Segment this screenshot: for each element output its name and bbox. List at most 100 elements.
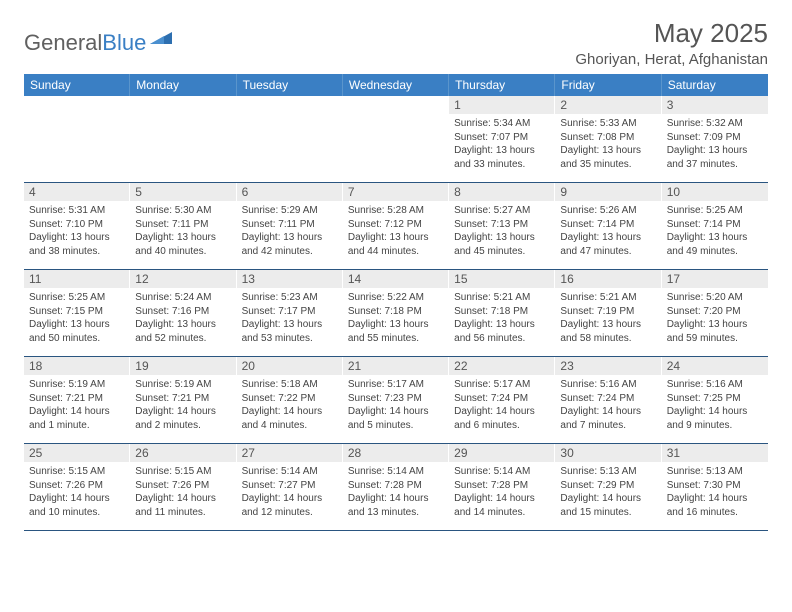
calendar-grid: Sunday Monday Tuesday Wednesday Thursday…	[24, 74, 768, 531]
daylight-text: Daylight: 13 hours and 40 minutes.	[135, 231, 231, 258]
sunset-text: Sunset: 7:23 PM	[348, 392, 444, 406]
week-row: 11Sunrise: 5:25 AMSunset: 7:15 PMDayligh…	[24, 270, 768, 357]
sunrise-text: Sunrise: 5:30 AM	[135, 204, 231, 218]
logo-text-blue: Blue	[102, 30, 146, 56]
day-number: 31	[662, 444, 768, 462]
sunrise-text: Sunrise: 5:22 AM	[348, 291, 444, 305]
sunrise-text: Sunrise: 5:13 AM	[560, 465, 656, 479]
sunrise-text: Sunrise: 5:34 AM	[454, 117, 550, 131]
day-number: 18	[24, 357, 130, 375]
sunset-text: Sunset: 7:26 PM	[29, 479, 125, 493]
day-cell: 30 Sunrise: 5:13 AMSunset: 7:29 PMDayligh…	[555, 444, 661, 530]
title-block: May 2025 Ghoriyan, Herat, Afghanistan	[575, 18, 768, 68]
sunrise-text: Sunrise: 5:20 AM	[667, 291, 763, 305]
sunrise-text: Sunrise: 5:18 AM	[242, 378, 338, 392]
day-content: Sunrise: 5:19 AMSunset: 7:21 PMDaylight:…	[24, 375, 130, 436]
day-cell: 5Sunrise: 5:30 AMSunset: 7:11 PMDaylight…	[130, 183, 236, 269]
daylight-text: Daylight: 13 hours and 38 minutes.	[29, 231, 125, 258]
day-content: Sunrise: 5:29 AMSunset: 7:11 PMDaylight:…	[237, 201, 343, 262]
daylight-text: Daylight: 14 hours and 5 minutes.	[348, 405, 444, 432]
day-cell: 3 Sunrise: 5:32 AMSunset: 7:09 PMDaylight…	[662, 96, 768, 182]
sunset-text: Sunset: 7:09 PM	[667, 131, 763, 145]
day-content: Sunrise: 5:24 AMSunset: 7:16 PMDaylight:…	[130, 288, 236, 349]
sunrise-text: Sunrise: 5:27 AM	[454, 204, 550, 218]
day-number: 22	[449, 357, 555, 375]
day-content: Sunrise: 5:33 AMSunset: 7:08 PMDaylight:…	[555, 114, 661, 175]
daylight-text: Daylight: 13 hours and 37 minutes.	[667, 144, 763, 171]
sunset-text: Sunset: 7:14 PM	[560, 218, 656, 232]
weekday-friday: Friday	[555, 74, 661, 96]
day-cell: 26Sunrise: 5:15 AMSunset: 7:26 PMDayligh…	[130, 444, 236, 530]
sunrise-text: Sunrise: 5:17 AM	[348, 378, 444, 392]
day-number: 5	[130, 183, 236, 201]
day-cell: 7Sunrise: 5:28 AMSunset: 7:12 PMDaylight…	[343, 183, 449, 269]
weekday-monday: Monday	[130, 74, 236, 96]
day-content: Sunrise: 5:31 AMSunset: 7:10 PMDaylight:…	[24, 201, 130, 262]
day-number: 15	[449, 270, 555, 288]
day-cell: 1Sunrise: 5:34 AMSunset: 7:07 PMDaylight…	[449, 96, 555, 182]
daylight-text: Daylight: 13 hours and 50 minutes.	[29, 318, 125, 345]
sunrise-text: Sunrise: 5:15 AM	[29, 465, 125, 479]
sunset-text: Sunset: 7:29 PM	[560, 479, 656, 493]
sunrise-text: Sunrise: 5:25 AM	[29, 291, 125, 305]
day-number: 28	[343, 444, 449, 462]
daylight-text: Daylight: 14 hours and 15 minutes.	[560, 492, 656, 519]
sunset-text: Sunset: 7:10 PM	[29, 218, 125, 232]
sunrise-text: Sunrise: 5:13 AM	[667, 465, 763, 479]
sunset-text: Sunset: 7:21 PM	[135, 392, 231, 406]
sunset-text: Sunset: 7:18 PM	[348, 305, 444, 319]
day-number: 10	[662, 183, 768, 201]
sunset-text: Sunset: 7:28 PM	[348, 479, 444, 493]
day-cell	[24, 96, 130, 182]
sunset-text: Sunset: 7:15 PM	[29, 305, 125, 319]
daylight-text: Daylight: 13 hours and 59 minutes.	[667, 318, 763, 345]
sunset-text: Sunset: 7:21 PM	[29, 392, 125, 406]
daylight-text: Daylight: 13 hours and 55 minutes.	[348, 318, 444, 345]
day-content: Sunrise: 5:21 AMSunset: 7:18 PMDaylight:…	[449, 288, 555, 349]
sunrise-text: Sunrise: 5:29 AM	[242, 204, 338, 218]
daylight-text: Daylight: 13 hours and 58 minutes.	[560, 318, 656, 345]
weekday-wednesday: Wednesday	[343, 74, 449, 96]
sunset-text: Sunset: 7:24 PM	[454, 392, 550, 406]
day-number: 30	[555, 444, 661, 462]
daylight-text: Daylight: 14 hours and 13 minutes.	[348, 492, 444, 519]
sunrise-text: Sunrise: 5:25 AM	[667, 204, 763, 218]
day-cell: 14Sunrise: 5:22 AMSunset: 7:18 PMDayligh…	[343, 270, 449, 356]
day-cell: 8Sunrise: 5:27 AMSunset: 7:13 PMDaylight…	[449, 183, 555, 269]
day-content: Sunrise: 5:15 AMSunset: 7:26 PMDaylight:…	[130, 462, 236, 523]
day-cell	[130, 96, 236, 182]
day-number: 3	[662, 96, 768, 114]
day-cell: 13Sunrise: 5:23 AMSunset: 7:17 PMDayligh…	[237, 270, 343, 356]
daylight-text: Daylight: 13 hours and 49 minutes.	[667, 231, 763, 258]
daylight-text: Daylight: 14 hours and 1 minute.	[29, 405, 125, 432]
sunrise-text: Sunrise: 5:17 AM	[454, 378, 550, 392]
day-cell: 6Sunrise: 5:29 AMSunset: 7:11 PMDaylight…	[237, 183, 343, 269]
day-number: 27	[237, 444, 343, 462]
weekday-saturday: Saturday	[662, 74, 768, 96]
sunrise-text: Sunrise: 5:32 AM	[667, 117, 763, 131]
day-cell: 23Sunrise: 5:16 AMSunset: 7:24 PMDayligh…	[555, 357, 661, 443]
sunset-text: Sunset: 7:11 PM	[135, 218, 231, 232]
day-content: Sunrise: 5:16 AMSunset: 7:24 PMDaylight:…	[555, 375, 661, 436]
daylight-text: Daylight: 14 hours and 14 minutes.	[454, 492, 550, 519]
daylight-text: Daylight: 13 hours and 56 minutes.	[454, 318, 550, 345]
weekday-tuesday: Tuesday	[237, 74, 343, 96]
day-content: Sunrise: 5:30 AMSunset: 7:11 PMDaylight:…	[130, 201, 236, 262]
daylight-text: Daylight: 13 hours and 35 minutes.	[560, 144, 656, 171]
day-number: 24	[662, 357, 768, 375]
day-content: Sunrise: 5:20 AMSunset: 7:20 PMDaylight:…	[662, 288, 768, 349]
sunset-text: Sunset: 7:20 PM	[667, 305, 763, 319]
day-cell: 11Sunrise: 5:25 AMSunset: 7:15 PMDayligh…	[24, 270, 130, 356]
daylight-text: Daylight: 13 hours and 44 minutes.	[348, 231, 444, 258]
day-content: Sunrise: 5:17 AMSunset: 7:23 PMDaylight:…	[343, 375, 449, 436]
day-number	[130, 96, 236, 100]
day-content: Sunrise: 5:14 AMSunset: 7:27 PMDaylight:…	[237, 462, 343, 523]
day-number: 1	[449, 96, 555, 114]
day-content: Sunrise: 5:17 AMSunset: 7:24 PMDaylight:…	[449, 375, 555, 436]
sunset-text: Sunset: 7:07 PM	[454, 131, 550, 145]
daylight-text: Daylight: 14 hours and 9 minutes.	[667, 405, 763, 432]
sunrise-text: Sunrise: 5:14 AM	[242, 465, 338, 479]
day-cell: 20Sunrise: 5:18 AMSunset: 7:22 PMDayligh…	[237, 357, 343, 443]
logo: GeneralBlue	[24, 30, 172, 56]
day-cell: 4Sunrise: 5:31 AMSunset: 7:10 PMDaylight…	[24, 183, 130, 269]
